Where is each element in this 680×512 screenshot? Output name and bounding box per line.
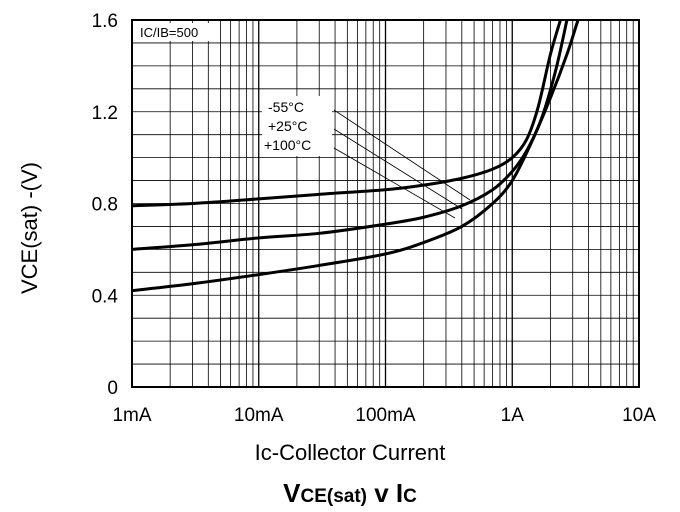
y-tick-label: 1.2 (92, 103, 118, 124)
x-tick-label: 100mA (355, 405, 416, 426)
y-tick-label: 0.8 (92, 195, 118, 216)
x-axis-title: Ic-Collector Current (255, 440, 446, 465)
y-axis-title: VCE(sat) -(V) (17, 162, 42, 294)
legend-background (262, 96, 332, 156)
title-part-ce-sat: CE(sat) (300, 486, 367, 507)
x-tick-label: 1mA (112, 405, 151, 426)
leader-line-plus25 (333, 128, 463, 210)
title-part-v: V (283, 478, 301, 508)
series-line-0 (132, 20, 562, 208)
condition-note-box (135, 23, 217, 41)
x-tick-label: 1A (501, 405, 525, 426)
x-tick-labels: 1mA 10mA 100mA 1A 10A (112, 405, 656, 426)
condition-note: IC/IB=500 (140, 25, 198, 40)
legend-label-plus25: +25°C (268, 118, 307, 134)
leader-line-plus100 (333, 147, 456, 219)
y-tick-labels: 0 0.4 0.8 1.2 1.6 (92, 11, 119, 399)
y-tick-label: 0 (107, 378, 118, 399)
curves (132, 20, 580, 293)
title-part-c: C (403, 486, 417, 507)
chart-title: VCE(sat) v IC (283, 478, 417, 508)
series-line-2 (132, 20, 580, 293)
y-tick-label: 0.4 (92, 286, 119, 307)
legend-label-plus100: +100°C (264, 137, 311, 153)
leader-line-minus55 (333, 109, 471, 201)
x-tick-label: 10A (622, 405, 656, 426)
plot-frame (131, 19, 640, 388)
y-tick-label: 1.6 (92, 11, 118, 32)
grid (132, 20, 639, 387)
x-tick-label: 10mA (234, 405, 284, 426)
title-part-v-i: v I (367, 478, 403, 508)
legend: -55°C +25°C +100°C (262, 96, 471, 219)
legend-label-minus55: -55°C (268, 99, 304, 115)
